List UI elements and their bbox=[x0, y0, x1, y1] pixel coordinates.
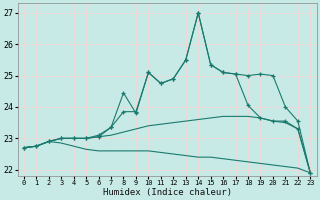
X-axis label: Humidex (Indice chaleur): Humidex (Indice chaleur) bbox=[103, 188, 232, 197]
